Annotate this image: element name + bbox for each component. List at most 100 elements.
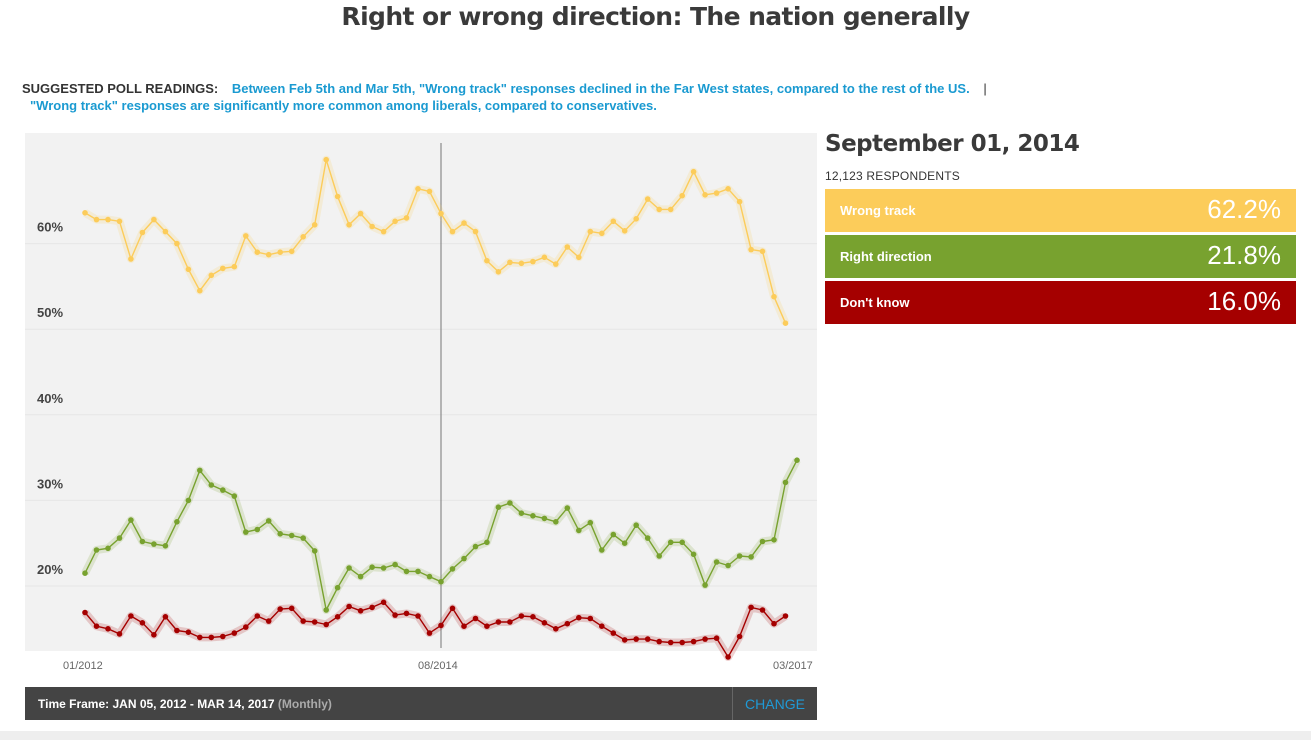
data-point bbox=[713, 559, 720, 565]
data-point bbox=[277, 606, 284, 612]
chart-plot-area[interactable] bbox=[25, 133, 817, 651]
legend-value: 62.2% bbox=[1207, 194, 1281, 224]
data-point bbox=[392, 561, 398, 568]
legend-row-wrong-track: Wrong track 62.2% bbox=[825, 189, 1296, 232]
legend-name: Don't know bbox=[840, 295, 910, 310]
data-point bbox=[116, 218, 123, 225]
data-point bbox=[151, 216, 157, 223]
y-tick-label: 40% bbox=[37, 391, 63, 406]
data-point bbox=[690, 168, 697, 175]
data-point bbox=[610, 218, 617, 225]
time-frame-label: Time Frame: JAN 05, 2012 - MAR 14, 2017 bbox=[38, 697, 275, 711]
data-point bbox=[530, 614, 536, 620]
data-point bbox=[748, 604, 754, 611]
data-point bbox=[656, 206, 662, 213]
data-point bbox=[702, 582, 708, 588]
data-point bbox=[323, 156, 330, 163]
data-point bbox=[185, 497, 192, 504]
data-point bbox=[151, 632, 157, 638]
data-point bbox=[610, 531, 617, 538]
data-point bbox=[633, 636, 639, 642]
data-point bbox=[220, 633, 226, 640]
data-point bbox=[484, 539, 490, 546]
data-point bbox=[415, 613, 421, 619]
data-point bbox=[495, 619, 502, 625]
data-point bbox=[139, 620, 146, 626]
data-point bbox=[541, 620, 548, 626]
data-point bbox=[231, 630, 238, 636]
data-point bbox=[311, 619, 318, 625]
data-point bbox=[93, 216, 100, 223]
data-point bbox=[759, 248, 766, 255]
data-point bbox=[725, 654, 731, 660]
data-point bbox=[334, 193, 341, 200]
data-point bbox=[197, 287, 203, 294]
legend-name: Wrong track bbox=[840, 203, 916, 218]
series-halo-0 bbox=[82, 155, 790, 325]
data-point bbox=[300, 535, 307, 541]
data-point bbox=[530, 513, 536, 519]
readings-separator: | bbox=[983, 81, 987, 96]
data-point bbox=[621, 637, 628, 643]
data-point bbox=[461, 555, 467, 562]
data-point bbox=[128, 256, 134, 262]
data-point bbox=[495, 504, 502, 511]
data-point bbox=[713, 190, 720, 196]
data-point bbox=[794, 457, 800, 464]
data-point bbox=[449, 605, 456, 612]
data-point bbox=[93, 547, 100, 553]
data-point bbox=[82, 609, 88, 616]
data-point bbox=[208, 272, 215, 279]
data-point bbox=[162, 543, 169, 549]
data-point bbox=[472, 615, 479, 622]
data-point bbox=[105, 545, 111, 552]
data-point bbox=[220, 265, 226, 272]
suggested-poll-readings: SUGGESTED POLL READINGS: Between Feb 5th… bbox=[22, 80, 1122, 114]
data-point bbox=[105, 626, 111, 632]
page-title: Right or wrong direction: The nation gen… bbox=[341, 2, 970, 31]
y-tick-label: 30% bbox=[37, 476, 63, 491]
time-frame-text: Time Frame: JAN 05, 2012 - MAR 14, 2017 … bbox=[38, 697, 332, 711]
data-point bbox=[128, 613, 134, 619]
data-point bbox=[518, 510, 525, 516]
data-point bbox=[311, 222, 318, 228]
data-point bbox=[300, 234, 307, 240]
reading-link-2[interactable]: "Wrong track" responses are significantl… bbox=[30, 98, 657, 113]
data-point bbox=[782, 320, 789, 327]
data-point bbox=[265, 618, 272, 624]
data-point bbox=[185, 266, 192, 273]
data-point bbox=[633, 522, 639, 528]
data-point bbox=[690, 638, 697, 645]
data-point bbox=[231, 493, 238, 499]
reading-link-1[interactable]: Between Feb 5th and Mar 5th, "Wrong trac… bbox=[231, 81, 970, 96]
data-point bbox=[530, 258, 536, 265]
footer-strip bbox=[0, 731, 1311, 740]
time-frame-bar: Time Frame: JAN 05, 2012 - MAR 14, 2017 … bbox=[25, 687, 817, 720]
data-point bbox=[323, 607, 330, 613]
data-point bbox=[702, 192, 708, 198]
data-point bbox=[679, 539, 685, 546]
data-point bbox=[679, 639, 685, 646]
data-point bbox=[174, 627, 180, 634]
data-point bbox=[300, 618, 307, 624]
x-tick-label-mid: 08/2014 bbox=[418, 660, 458, 672]
data-point bbox=[323, 621, 330, 628]
change-button[interactable]: CHANGE bbox=[732, 687, 817, 720]
data-point bbox=[449, 566, 456, 572]
data-point bbox=[702, 636, 708, 642]
data-point bbox=[346, 603, 352, 610]
data-point bbox=[426, 630, 433, 636]
data-point bbox=[357, 210, 364, 217]
legend-row-right-direction: Right direction 21.8% bbox=[825, 235, 1296, 278]
data-point bbox=[139, 538, 146, 545]
data-point bbox=[564, 505, 571, 511]
data-point bbox=[174, 519, 180, 525]
data-point bbox=[679, 192, 685, 199]
data-point bbox=[713, 635, 720, 641]
data-point bbox=[151, 541, 157, 547]
data-point bbox=[644, 196, 651, 202]
data-point bbox=[243, 624, 249, 630]
data-point bbox=[599, 547, 605, 553]
data-point bbox=[185, 629, 192, 635]
